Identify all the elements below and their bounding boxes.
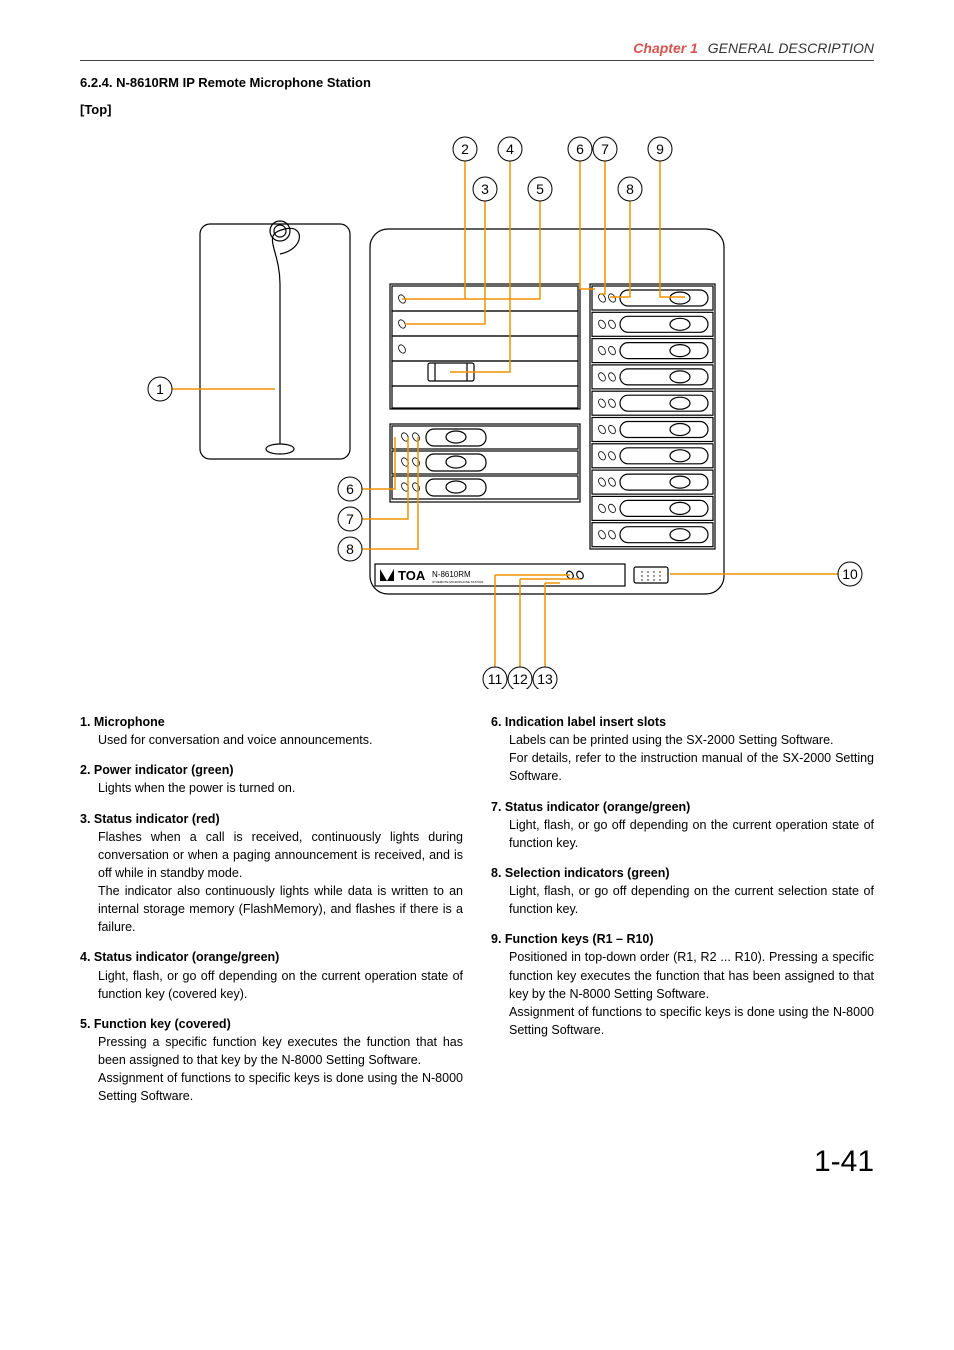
item-desc: Light, flash, or go off depending on the… xyxy=(80,967,463,1003)
item-title: 1. Microphone xyxy=(80,713,463,731)
right-column: 6. Indication label insert slots Labels … xyxy=(491,713,874,1117)
section-subtitle: [Top] xyxy=(80,102,874,117)
item-block: 4. Status indicator (orange/green) Light… xyxy=(80,948,463,1002)
divider xyxy=(80,60,874,61)
item-desc: Light, flash, or go off depending on the… xyxy=(491,816,874,852)
item-desc: The indicator also continuously lights w… xyxy=(80,882,463,936)
description-columns: 1. Microphone Used for conversation and … xyxy=(80,713,874,1117)
item-desc: For details, refer to the instruction ma… xyxy=(491,749,874,785)
left-column: 1. Microphone Used for conversation and … xyxy=(80,713,463,1117)
item-desc: Positioned in top-down order (R1, R2 ...… xyxy=(491,948,874,1002)
svg-text:1: 1 xyxy=(156,381,164,397)
item-desc: Used for conversation and voice announce… xyxy=(80,731,463,749)
svg-text:4: 4 xyxy=(506,141,514,157)
item-desc: Pressing a specific function key execute… xyxy=(80,1033,463,1069)
svg-text:9: 9 xyxy=(656,141,664,157)
item-title: 7. Status indicator (orange/green) xyxy=(491,798,874,816)
item-title: 3. Status indicator (red) xyxy=(80,810,463,828)
svg-text:6: 6 xyxy=(346,481,354,497)
svg-text:2: 2 xyxy=(461,141,469,157)
model-sub-label: IP REMOTE MICROPHONE STATION xyxy=(432,580,483,584)
item-title: 9. Function keys (R1 – R10) xyxy=(491,930,874,948)
item-desc: Assignment of functions to specific keys… xyxy=(491,1003,874,1039)
item-title: 5. Function key (covered) xyxy=(80,1015,463,1033)
section-title: 6.2.4. N-8610RM IP Remote Microphone Sta… xyxy=(80,75,874,90)
svg-text:12: 12 xyxy=(512,671,528,687)
device-diagram: TOA N-8610RM IP REMOTE MICROPHONE STATIO… xyxy=(80,129,874,689)
svg-text:8: 8 xyxy=(346,541,354,557)
item-title: 8. Selection indicators (green) xyxy=(491,864,874,882)
item-block: 6. Indication label insert slots Labels … xyxy=(491,713,874,786)
chapter-header: Chapter 1 GENERAL DESCRIPTION xyxy=(80,40,874,56)
item-block: 8. Selection indicators (green) Light, f… xyxy=(491,864,874,918)
brand-label: TOA xyxy=(398,568,426,583)
svg-text:6: 6 xyxy=(576,141,584,157)
item-desc: Labels can be printed using the SX-2000 … xyxy=(491,731,874,749)
chapter-label: Chapter 1 xyxy=(633,40,698,56)
svg-text:8: 8 xyxy=(626,181,634,197)
page-number: 1-41 xyxy=(80,1145,874,1179)
item-block: 7. Status indicator (orange/green) Light… xyxy=(491,798,874,852)
svg-text:5: 5 xyxy=(536,181,544,197)
item-block: 9. Function keys (R1 – R10) Positioned i… xyxy=(491,930,874,1039)
svg-text:10: 10 xyxy=(842,566,858,582)
chapter-title: GENERAL DESCRIPTION xyxy=(708,40,874,56)
item-desc: Assignment of functions to specific keys… xyxy=(80,1069,463,1105)
item-title: 6. Indication label insert slots xyxy=(491,713,874,731)
item-block: 1. Microphone Used for conversation and … xyxy=(80,713,463,749)
svg-text:13: 13 xyxy=(537,671,553,687)
item-desc: Light, flash, or go off depending on the… xyxy=(491,882,874,918)
item-title: 4. Status indicator (orange/green) xyxy=(80,948,463,966)
svg-text:11: 11 xyxy=(488,671,503,687)
svg-text:7: 7 xyxy=(601,141,609,157)
item-title: 2. Power indicator (green) xyxy=(80,761,463,779)
item-block: 5. Function key (covered) Pressing a spe… xyxy=(80,1015,463,1106)
model-label: N-8610RM xyxy=(432,570,471,579)
svg-text:7: 7 xyxy=(346,511,354,527)
item-block: 3. Status indicator (red) Flashes when a… xyxy=(80,810,463,937)
item-block: 2. Power indicator (green) Lights when t… xyxy=(80,761,463,797)
item-desc: Lights when the power is turned on. xyxy=(80,779,463,797)
item-desc: Flashes when a call is received, continu… xyxy=(80,828,463,882)
svg-text:3: 3 xyxy=(481,181,489,197)
